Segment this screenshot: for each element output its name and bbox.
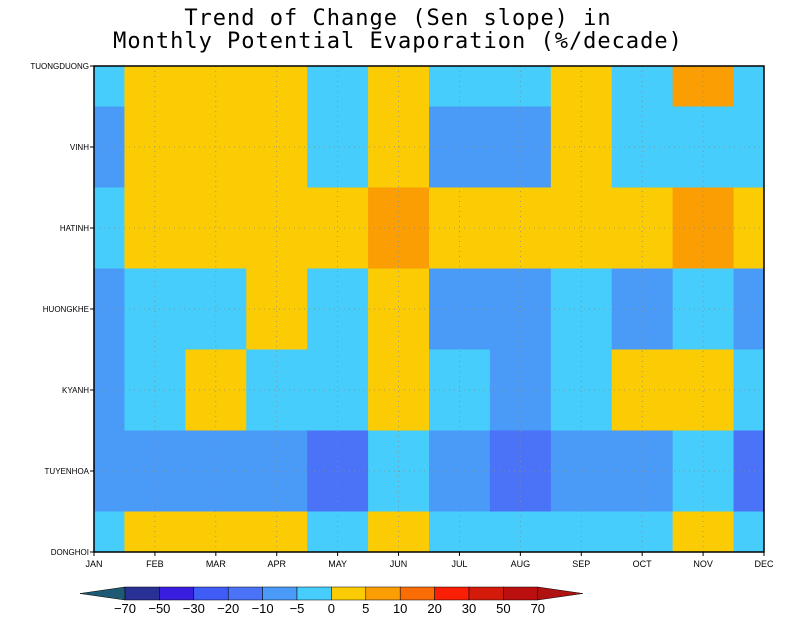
- heatmap-cell-kyanh-aug: [489, 349, 552, 431]
- colorbar-label: 30: [462, 601, 476, 616]
- heatmap-cell-vinh-aug: [489, 106, 552, 188]
- colorbar-label: 0: [328, 601, 335, 616]
- y-tick-label: TUYENHOA: [45, 467, 90, 476]
- colorbar-arrow-high: [537, 586, 583, 601]
- x-tick-label: DEC: [754, 559, 774, 569]
- colorbar-swatch: [262, 586, 298, 601]
- heatmap-cell-kyanh-nov: [672, 349, 735, 431]
- colorbar-swatch: [503, 586, 539, 601]
- heatmap-cell-donghoi-jan: [94, 511, 125, 553]
- x-tick-label: JUL: [451, 559, 467, 569]
- colorbar-swatch: [331, 586, 367, 601]
- colorbar-swatch: [296, 586, 332, 601]
- x-tick-label: APR: [267, 559, 286, 569]
- colorbar-label: 10: [393, 601, 407, 616]
- colorbar-label: 5: [362, 601, 369, 616]
- heatmap-cell-kyanh-mar: [185, 349, 247, 431]
- heatmap-cell-vinh-sep: [550, 106, 613, 188]
- x-tick-label: MAY: [328, 559, 347, 569]
- colorbar-swatch: [227, 586, 263, 601]
- heatmap-cell-huongkhe-feb: [124, 268, 186, 350]
- colorbar-arrow-low: [79, 586, 126, 601]
- heatmap-cell-vinh-jun: [368, 106, 430, 188]
- colorbar-label: −70: [114, 601, 136, 616]
- colorbar-swatch: [193, 586, 229, 601]
- heatmap-cell-huongkhe-jun: [368, 268, 430, 350]
- colorbar-swatch: [468, 586, 504, 601]
- x-tick-label: AUG: [511, 559, 531, 569]
- x-tick-label: JUN: [390, 559, 408, 569]
- x-tick-label: JAN: [85, 559, 102, 569]
- colorbar-swatch: [434, 586, 470, 601]
- y-axis: TUONGDUONG VINH HATINH HUONGKHE KYANH TUYENHO…: [30, 62, 94, 557]
- colorbar: −70 −50 −30 −20 −10 −5 0 5 10 20 30 50 70: [79, 586, 583, 616]
- y-tick-label: DONGHOI: [51, 548, 89, 557]
- heatmap-cell-vinh-apr: [246, 106, 308, 188]
- heatmap-cell-kyanh-may: [307, 349, 369, 431]
- y-tick-label: TUONGDUONG: [30, 62, 89, 71]
- colorbar-swatch: [159, 586, 195, 601]
- heatmap-cell-kyanh-sep: [550, 349, 613, 431]
- x-tick-label: FEB: [146, 559, 164, 569]
- y-tick-label: KYANH: [62, 386, 89, 395]
- x-axis: JAN FEB MAR APR MAY JUN JUL AUG SEP OCT NOV DEC: [85, 552, 774, 569]
- colorbar-swatch: [124, 586, 160, 601]
- heatmap-cell-tuongduong-dec: [733, 66, 765, 107]
- x-tick-label: OCT: [633, 559, 653, 569]
- heatmap-cell-tuongduong-jan: [94, 66, 125, 107]
- heatmap-cell-donghoi-dec: [733, 511, 765, 553]
- y-tick-label: HATINH: [60, 224, 89, 233]
- heatmap-cell-vinh-oct: [611, 106, 674, 188]
- heatmap-cell-kyanh-apr: [246, 349, 308, 431]
- grid-lines: [94, 66, 764, 552]
- colorbar-label: 50: [496, 601, 510, 616]
- chart-title-line-1: Trend of Change (Sen slope) in: [184, 6, 611, 31]
- heatmap-cell-huongkhe-apr: [246, 268, 308, 350]
- colorbar-swatch: [399, 586, 435, 601]
- colorbar-label: −30: [183, 601, 205, 616]
- x-tick-label: NOV: [693, 559, 713, 569]
- heatmap-cell-huongkhe-oct: [611, 268, 674, 350]
- colorbar-label: −5: [290, 601, 305, 616]
- heatmap-cell-kyanh-oct: [611, 349, 674, 431]
- y-tick-label: VINH: [70, 143, 89, 152]
- chart-title-line-2: Monthly Potential Evaporation (%/decade): [113, 29, 683, 54]
- colorbar-label: 20: [427, 601, 441, 616]
- x-tick-label: MAR: [206, 559, 227, 569]
- colorbar-label: −10: [252, 601, 274, 616]
- x-tick-label: SEP: [572, 559, 590, 569]
- heatmap-cell-vinh-nov: [672, 106, 735, 188]
- colorbar-swatch: [365, 586, 401, 601]
- heatmap-cell-vinh-mar: [185, 106, 247, 188]
- colorbar-label: −50: [148, 601, 170, 616]
- heatmap-cell-vinh-feb: [124, 106, 186, 188]
- colorbar-label: 70: [531, 601, 545, 616]
- heatmap-cell-vinh-may: [307, 106, 369, 188]
- y-tick-label: HUONGKHE: [43, 305, 89, 314]
- heatmap-cell-huongkhe-sep: [550, 268, 613, 350]
- colorbar-label: −20: [217, 601, 239, 616]
